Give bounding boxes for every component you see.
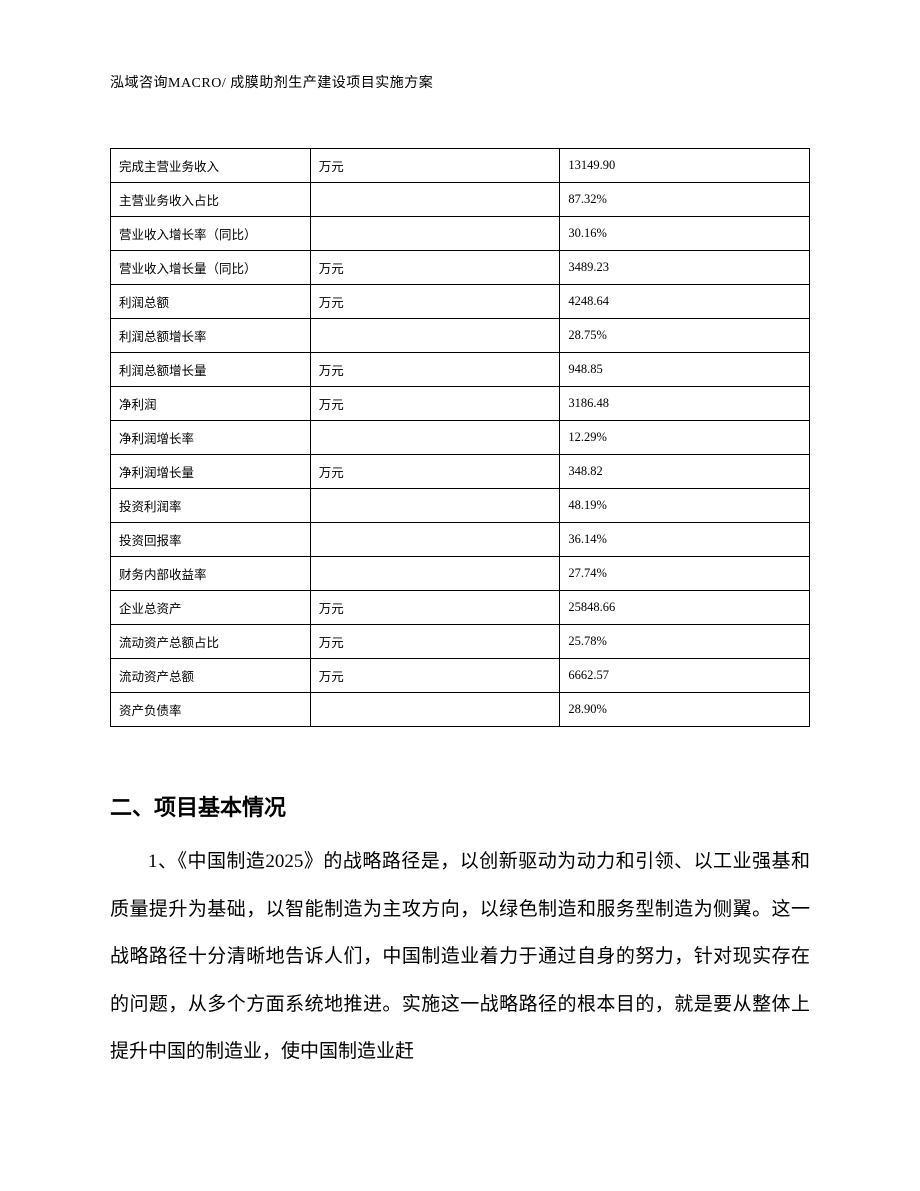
table-row: 营业收入增长率（同比） 30.16% — [111, 217, 810, 251]
row-value: 30.16% — [560, 217, 810, 251]
row-unit — [310, 523, 560, 557]
table-row: 资产负债率 28.90% — [111, 693, 810, 727]
table-row: 财务内部收益率 27.74% — [111, 557, 810, 591]
row-label: 利润总额增长率 — [111, 319, 311, 353]
row-unit: 万元 — [310, 251, 560, 285]
row-value: 28.90% — [560, 693, 810, 727]
row-label: 营业收入增长量（同比） — [111, 251, 311, 285]
row-label: 利润总额增长量 — [111, 353, 311, 387]
table-row: 利润总额 万元 4248.64 — [111, 285, 810, 319]
row-label: 净利润 — [111, 387, 311, 421]
table-row: 利润总额增长量 万元 948.85 — [111, 353, 810, 387]
row-label: 财务内部收益率 — [111, 557, 311, 591]
row-value: 948.85 — [560, 353, 810, 387]
row-value: 28.75% — [560, 319, 810, 353]
row-label: 营业收入增长率（同比） — [111, 217, 311, 251]
row-value: 87.32% — [560, 183, 810, 217]
table-row: 净利润增长率 12.29% — [111, 421, 810, 455]
row-label: 净利润增长量 — [111, 455, 311, 489]
row-unit: 万元 — [310, 149, 560, 183]
table-row: 投资利润率 48.19% — [111, 489, 810, 523]
row-label: 企业总资产 — [111, 591, 311, 625]
row-unit — [310, 183, 560, 217]
table-row: 流动资产总额占比 万元 25.78% — [111, 625, 810, 659]
row-label: 投资利润率 — [111, 489, 311, 523]
table-row: 利润总额增长率 28.75% — [111, 319, 810, 353]
row-label: 投资回报率 — [111, 523, 311, 557]
row-value: 25.78% — [560, 625, 810, 659]
table-row: 完成主营业务收入 万元 13149.90 — [111, 149, 810, 183]
row-value: 4248.64 — [560, 285, 810, 319]
row-label: 流动资产总额 — [111, 659, 311, 693]
row-unit: 万元 — [310, 625, 560, 659]
row-value: 13149.90 — [560, 149, 810, 183]
table-row: 主营业务收入占比 87.32% — [111, 183, 810, 217]
row-label: 完成主营业务收入 — [111, 149, 311, 183]
table-row: 营业收入增长量（同比） 万元 3489.23 — [111, 251, 810, 285]
row-value: 6662.57 — [560, 659, 810, 693]
row-label: 利润总额 — [111, 285, 311, 319]
row-value: 27.74% — [560, 557, 810, 591]
row-unit: 万元 — [310, 285, 560, 319]
row-label: 主营业务收入占比 — [111, 183, 311, 217]
row-label: 净利润增长率 — [111, 421, 311, 455]
body-paragraph: 1、《中国制造2025》的战略路径是，以创新驱动为动力和引领、以工业强基和质量提… — [110, 838, 810, 1076]
row-unit: 万元 — [310, 387, 560, 421]
row-unit — [310, 217, 560, 251]
row-unit — [310, 319, 560, 353]
row-value: 36.14% — [560, 523, 810, 557]
table-row: 净利润增长量 万元 348.82 — [111, 455, 810, 489]
row-unit: 万元 — [310, 353, 560, 387]
table-row: 流动资产总额 万元 6662.57 — [111, 659, 810, 693]
row-value: 25848.66 — [560, 591, 810, 625]
row-value: 3186.48 — [560, 387, 810, 421]
row-value: 348.82 — [560, 455, 810, 489]
row-value: 3489.23 — [560, 251, 810, 285]
row-unit — [310, 557, 560, 591]
row-value: 48.19% — [560, 489, 810, 523]
row-label: 资产负债率 — [111, 693, 311, 727]
row-unit: 万元 — [310, 659, 560, 693]
financial-data-table: 完成主营业务收入 万元 13149.90 主营业务收入占比 87.32% 营业收… — [110, 148, 810, 727]
row-unit: 万元 — [310, 591, 560, 625]
row-unit: 万元 — [310, 455, 560, 489]
table-row: 企业总资产 万元 25848.66 — [111, 591, 810, 625]
page-header: 泓域咨询MACRO/ 成膜助剂生产建设项目实施方案 — [110, 72, 433, 92]
row-unit — [310, 489, 560, 523]
row-label: 流动资产总额占比 — [111, 625, 311, 659]
table-body: 完成主营业务收入 万元 13149.90 主营业务收入占比 87.32% 营业收… — [111, 149, 810, 727]
table-row: 投资回报率 36.14% — [111, 523, 810, 557]
row-value: 12.29% — [560, 421, 810, 455]
row-unit — [310, 421, 560, 455]
table-row: 净利润 万元 3186.48 — [111, 387, 810, 421]
section-heading: 二、项目基本情况 — [110, 790, 286, 822]
row-unit — [310, 693, 560, 727]
